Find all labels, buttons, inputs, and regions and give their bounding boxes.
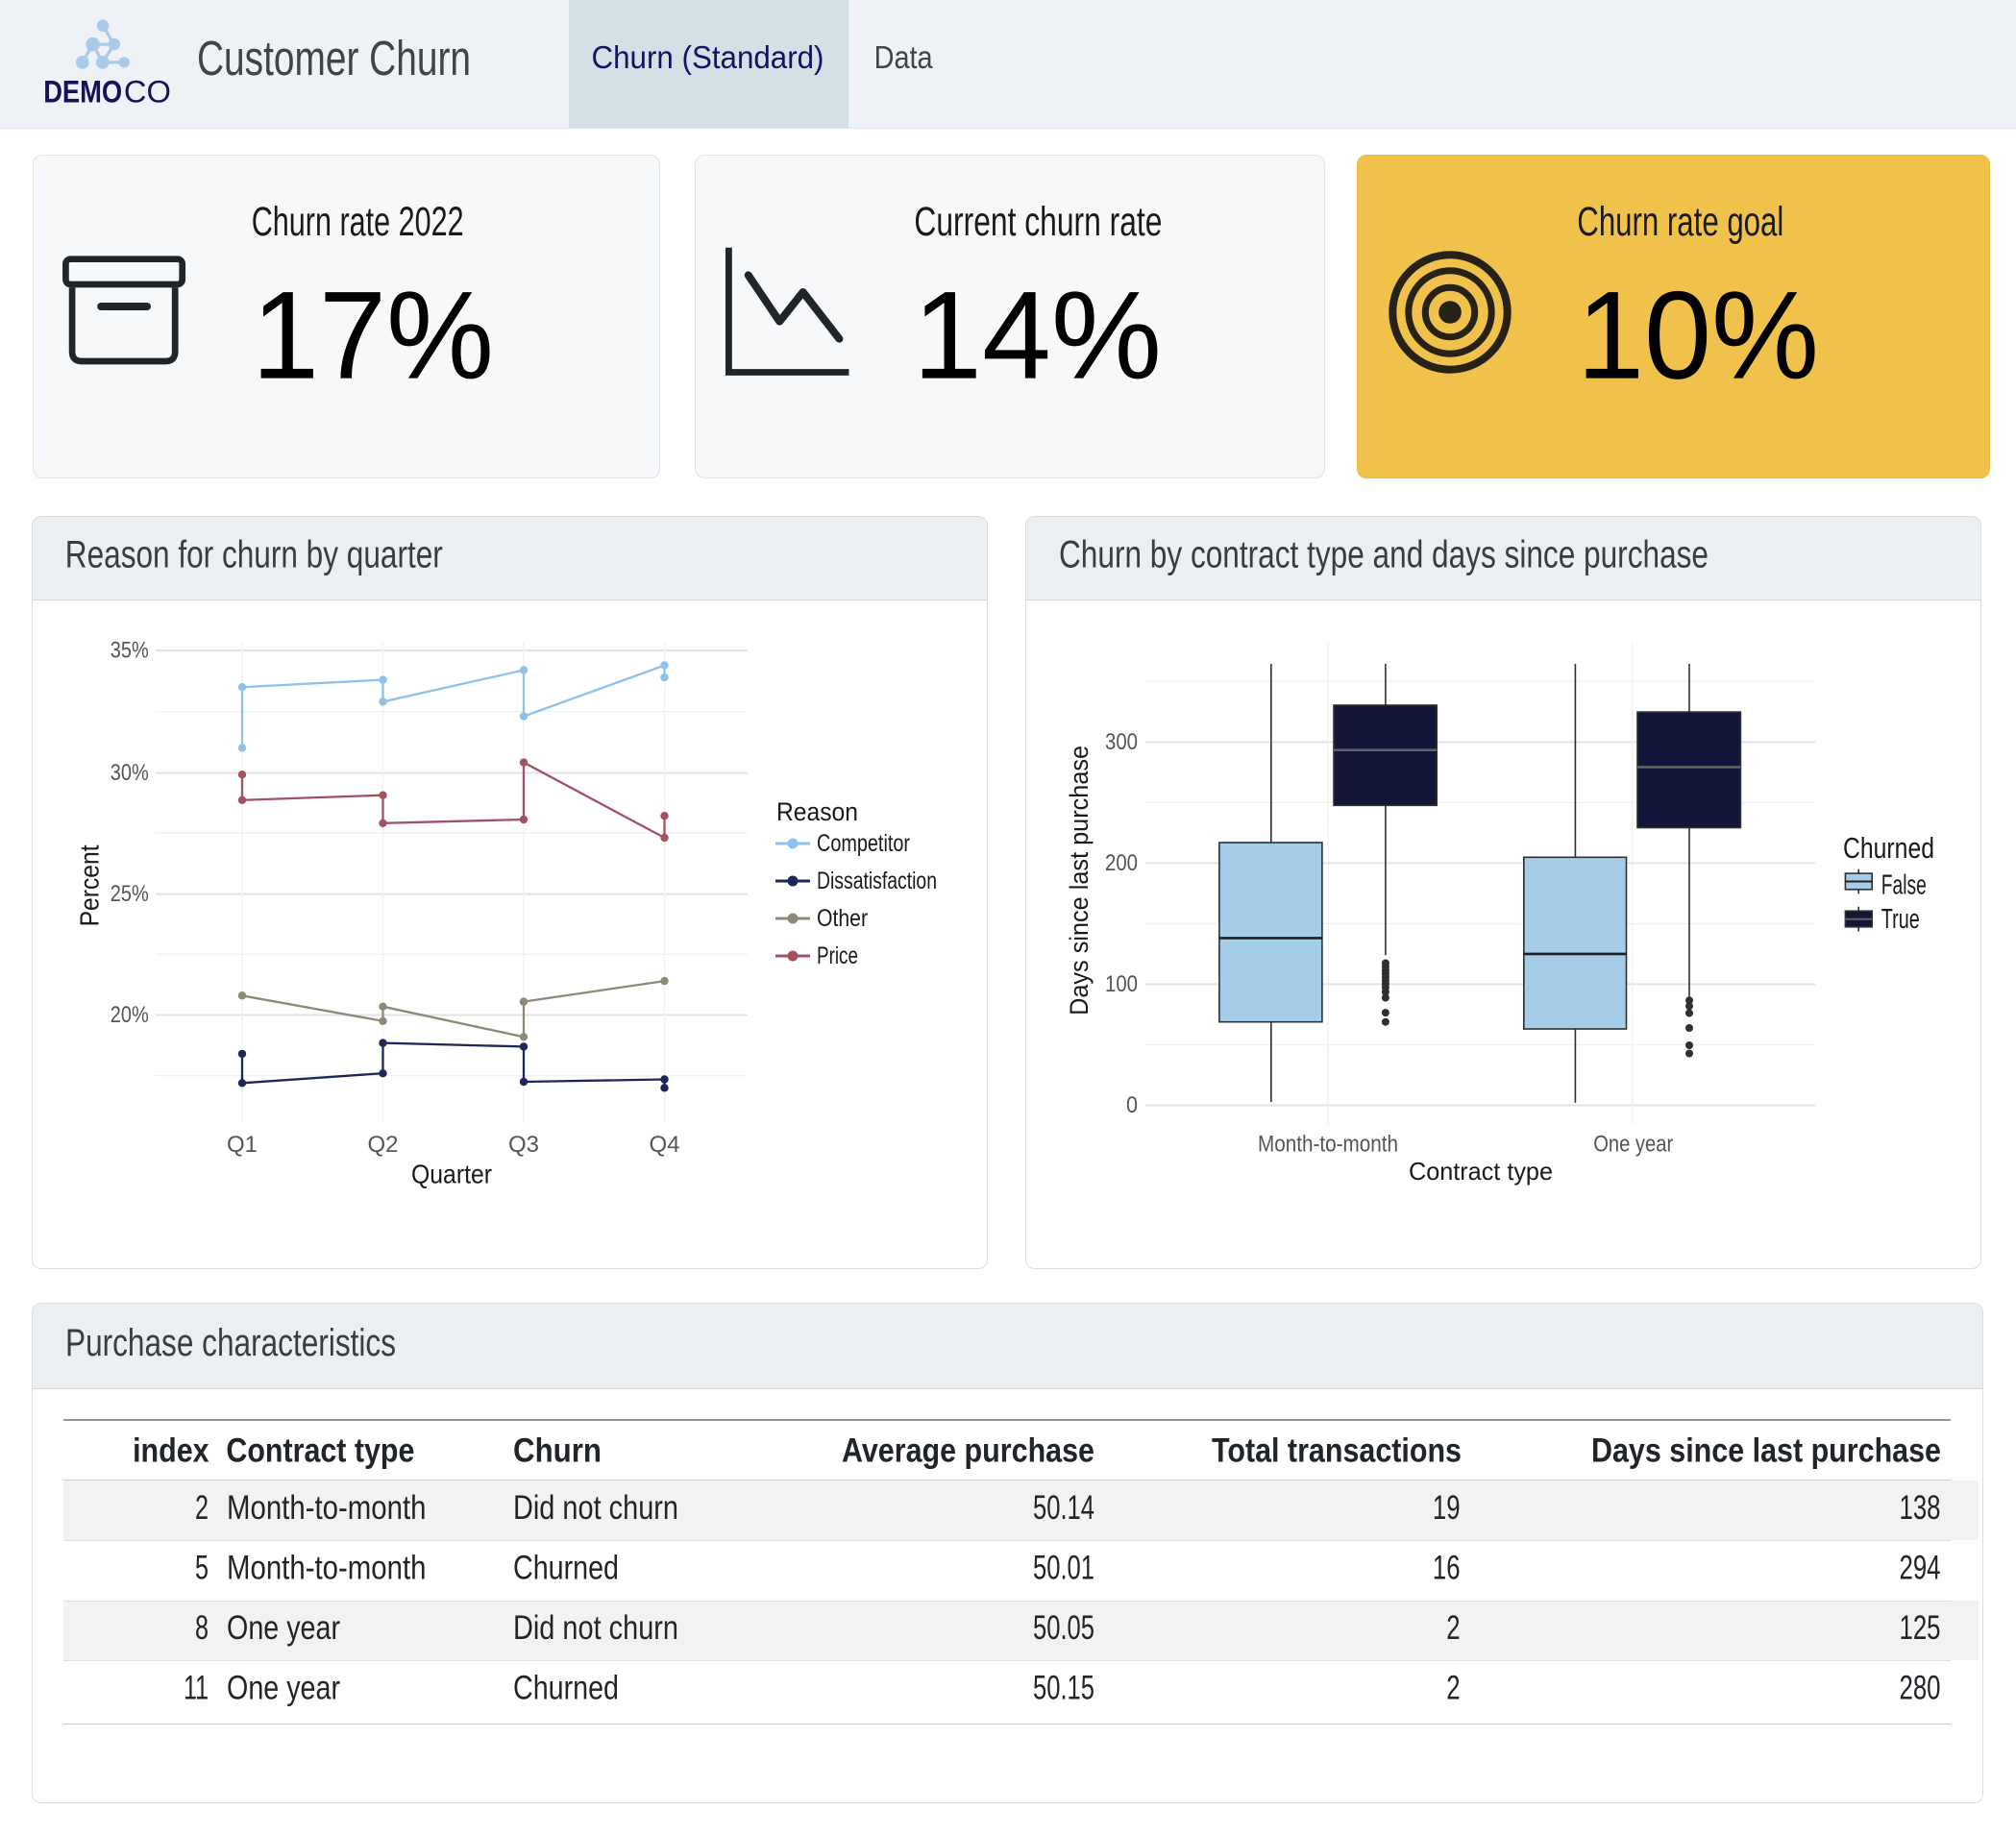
svg-text:Q2: Q2 <box>368 1132 399 1158</box>
svg-text:100: 100 <box>1105 971 1138 997</box>
svg-text:False: False <box>1881 869 1927 900</box>
svg-text:20%: 20% <box>111 1002 149 1028</box>
svg-text:Q4: Q4 <box>650 1132 680 1158</box>
svg-text:35%: 35% <box>111 637 149 663</box>
svg-text:Days since last purchase: Days since last purchase <box>1065 746 1094 1015</box>
svg-text:One year: One year <box>1593 1132 1673 1158</box>
svg-text:True: True <box>1881 904 1920 935</box>
svg-text:Other: Other <box>817 905 868 932</box>
svg-text:Percent: Percent <box>75 844 105 926</box>
svg-text:200: 200 <box>1105 850 1138 876</box>
svg-text:Price: Price <box>817 942 858 969</box>
svg-text:Month-to-month: Month-to-month <box>1258 1132 1398 1158</box>
svg-text:Churned: Churned <box>1843 831 1934 865</box>
svg-text:25%: 25% <box>111 881 149 907</box>
svg-text:Dissatisfaction: Dissatisfaction <box>817 868 937 894</box>
svg-text:30%: 30% <box>111 760 149 786</box>
svg-text:Quarter: Quarter <box>411 1159 492 1188</box>
svg-text:0: 0 <box>1126 1092 1138 1118</box>
svg-text:Competitor: Competitor <box>817 830 910 857</box>
svg-text:Reason: Reason <box>776 797 858 826</box>
svg-text:300: 300 <box>1105 729 1138 755</box>
svg-text:Q3: Q3 <box>508 1132 539 1158</box>
svg-text:Q1: Q1 <box>227 1132 258 1158</box>
svg-text:Contract type: Contract type <box>1409 1157 1553 1186</box>
